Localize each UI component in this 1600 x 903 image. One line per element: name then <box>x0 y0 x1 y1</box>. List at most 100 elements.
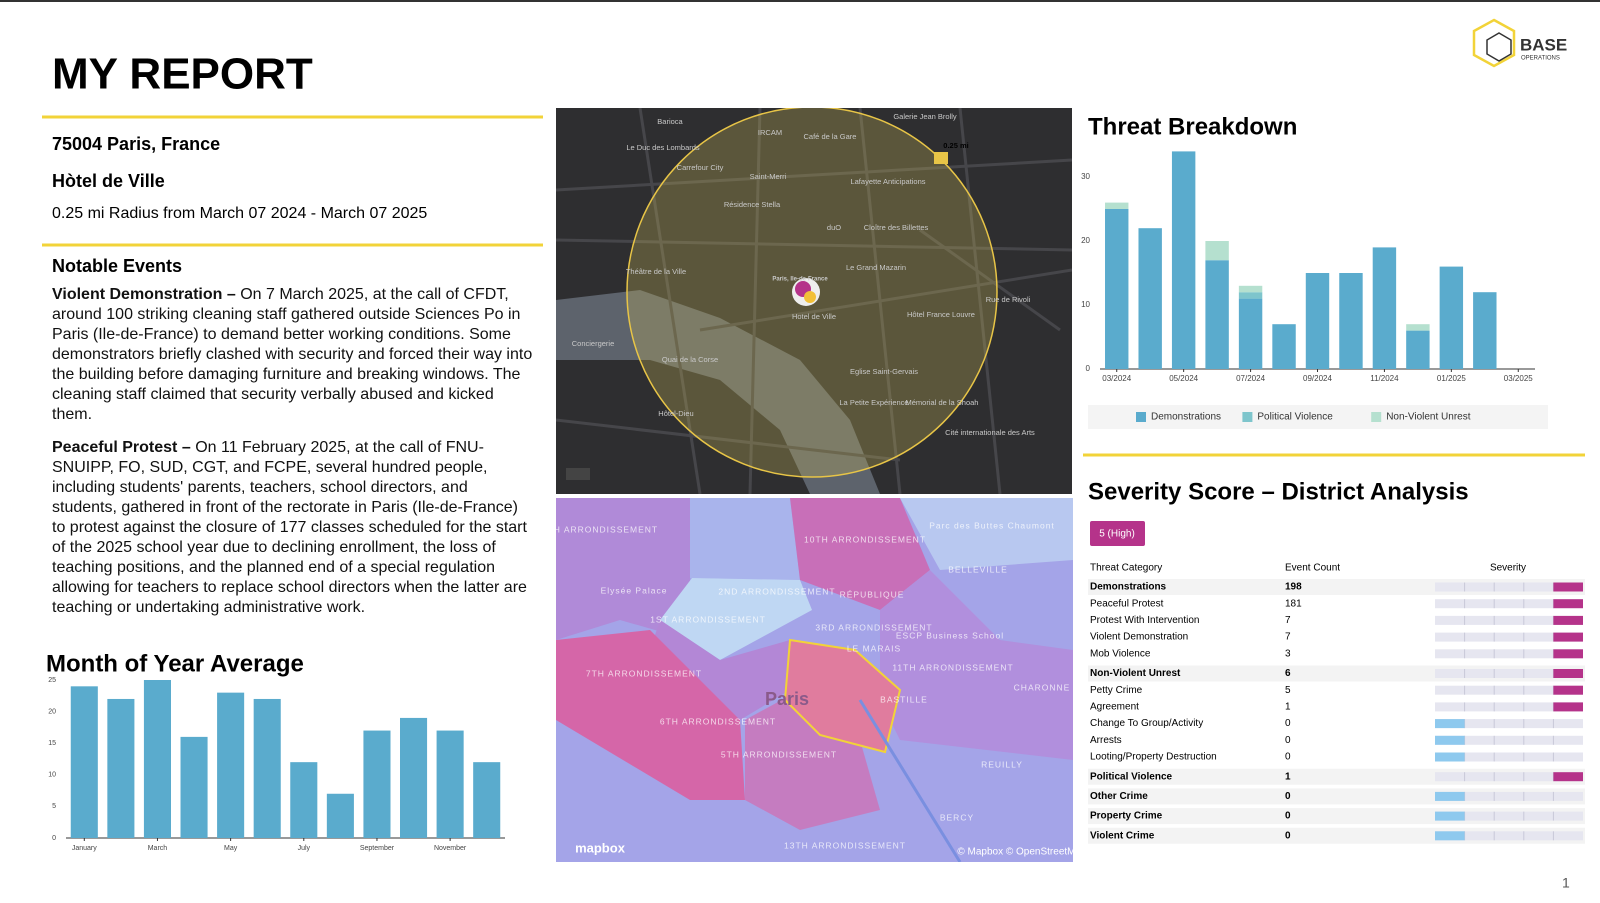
severity-level <box>1435 735 1465 745</box>
map-label: Barioca <box>657 117 683 126</box>
count: 0 <box>1285 752 1291 763</box>
severity-track <box>1435 772 1583 782</box>
bar <box>1339 273 1363 369</box>
legend-box <box>1088 405 1548 429</box>
map-label: Elysée Palace <box>601 585 668 595</box>
severity-track <box>1435 752 1583 762</box>
category: Demonstrations <box>1090 582 1167 593</box>
bar <box>1105 202 1129 209</box>
map-label: 1ST ARRONDISSEMENT <box>650 614 766 624</box>
category: Non-Violent Unrest <box>1090 668 1181 679</box>
map-label: Galerie Jean Brolly <box>893 112 957 121</box>
map-label: Conciergerie <box>572 339 615 348</box>
severity-level <box>1553 649 1583 659</box>
map-label: mapbox <box>575 840 626 855</box>
category: Violent Crime <box>1090 830 1155 841</box>
bar <box>217 692 245 838</box>
bar <box>1473 292 1497 369</box>
map-label: 2ND ARRONDISSEMENT <box>718 586 835 596</box>
category: Political Violence <box>1090 771 1173 782</box>
map-label: Café de la Gare <box>804 132 857 141</box>
event-text: On 7 March 2025, at the call of CFDT, ar… <box>52 286 533 423</box>
severity-level <box>1553 615 1583 625</box>
y-tick-label: 5 <box>52 803 56 810</box>
x-tick-label: September <box>360 845 395 852</box>
count: 0 <box>1285 791 1291 802</box>
bar <box>1238 298 1263 369</box>
severity-track <box>1435 649 1583 659</box>
y-tick-label: 0 <box>1086 364 1091 373</box>
legend-label: Political Violence <box>1257 412 1333 423</box>
map-label: 10TH ARRONDISSEMENT <box>804 534 926 544</box>
x-tick-label: March <box>148 845 168 852</box>
y-tick-label: 10 <box>1081 300 1090 309</box>
severity-track <box>1435 791 1583 801</box>
y-tick-label: 25 <box>48 677 56 684</box>
count: 6 <box>1285 668 1291 679</box>
count: 7 <box>1285 632 1291 643</box>
map-top <box>556 108 1072 494</box>
category: Peaceful Protest <box>1090 598 1164 609</box>
map-label: LE MARAIS <box>847 643 901 653</box>
severity-level <box>1435 811 1465 821</box>
severity-track <box>1435 582 1583 592</box>
map-label: RÉPUBLIQUE <box>840 589 905 599</box>
events-heading: Notable Events <box>52 256 182 276</box>
logo-sub: OPERATIONS <box>1521 56 1560 62</box>
y-tick-label: 20 <box>48 708 56 715</box>
x-tick-label: 11/2024 <box>1370 374 1399 383</box>
y-tick-label: 10 <box>48 772 56 779</box>
y-tick-label: 20 <box>1081 236 1090 245</box>
severity-level <box>1553 632 1583 642</box>
legend-swatch <box>1371 412 1382 422</box>
x-tick-label: 03/2024 <box>1102 374 1131 383</box>
bar <box>1205 241 1229 261</box>
report-title: MY REPORT <box>52 50 313 99</box>
count: 181 <box>1285 598 1302 609</box>
map-label: Le Grand Mazarin <box>846 263 906 272</box>
x-tick-label: 05/2024 <box>1169 374 1198 383</box>
map-label: Lafayette Anticipations <box>850 177 925 186</box>
y-tick-label: 30 <box>1081 172 1090 181</box>
severity-level <box>1435 752 1465 762</box>
bar <box>400 717 428 838</box>
map-label: BELLEVILLE <box>948 564 1008 574</box>
bar <box>107 698 135 838</box>
x-tick-label: November <box>434 845 467 852</box>
severity-level <box>1435 831 1465 841</box>
x-tick-label: 03/2025 <box>1504 374 1533 383</box>
severity-badge <box>1090 521 1145 546</box>
y-tick-label: 0 <box>52 835 56 842</box>
y-tick-label: 15 <box>48 740 56 747</box>
event: Peaceful Protest – On 11 February 2025, … <box>52 438 534 618</box>
severity-level <box>1553 582 1583 592</box>
map-label: BASTILLE <box>880 694 928 704</box>
category: Agreement <box>1090 702 1139 713</box>
map-label: IRCAM <box>758 128 782 137</box>
count: 198 <box>1285 582 1302 593</box>
count: 3 <box>1285 648 1291 659</box>
chart-title: Month of Year Average <box>46 650 304 677</box>
bar <box>1205 260 1229 369</box>
event: Violent Demonstration – On 7 March 2025,… <box>52 285 534 425</box>
map-label: ESCP Business School <box>896 630 1004 640</box>
x-tick-label: 09/2024 <box>1303 374 1332 383</box>
category: Arrests <box>1090 735 1122 746</box>
map-label: Eglise Saint-Gervais <box>850 367 918 376</box>
table-header: Threat Category <box>1090 563 1162 574</box>
map-label: Cloître des Billettes <box>864 223 929 232</box>
count: 0 <box>1285 811 1291 822</box>
severity-level <box>1553 772 1583 782</box>
x-tick-label: July <box>298 845 311 852</box>
severity-level <box>1435 791 1465 801</box>
event-label: Peaceful Protest – <box>52 439 191 456</box>
x-tick-label: May <box>224 845 238 852</box>
category: Looting/Property Destruction <box>1090 752 1217 763</box>
map-label: Paris <box>765 689 809 709</box>
map-label: © Mapbox © OpenStreetMap <box>957 847 1087 858</box>
x-tick-label: 01/2025 <box>1437 374 1466 383</box>
event-label: Violent Demonstration – <box>52 286 236 303</box>
bar <box>363 730 391 838</box>
